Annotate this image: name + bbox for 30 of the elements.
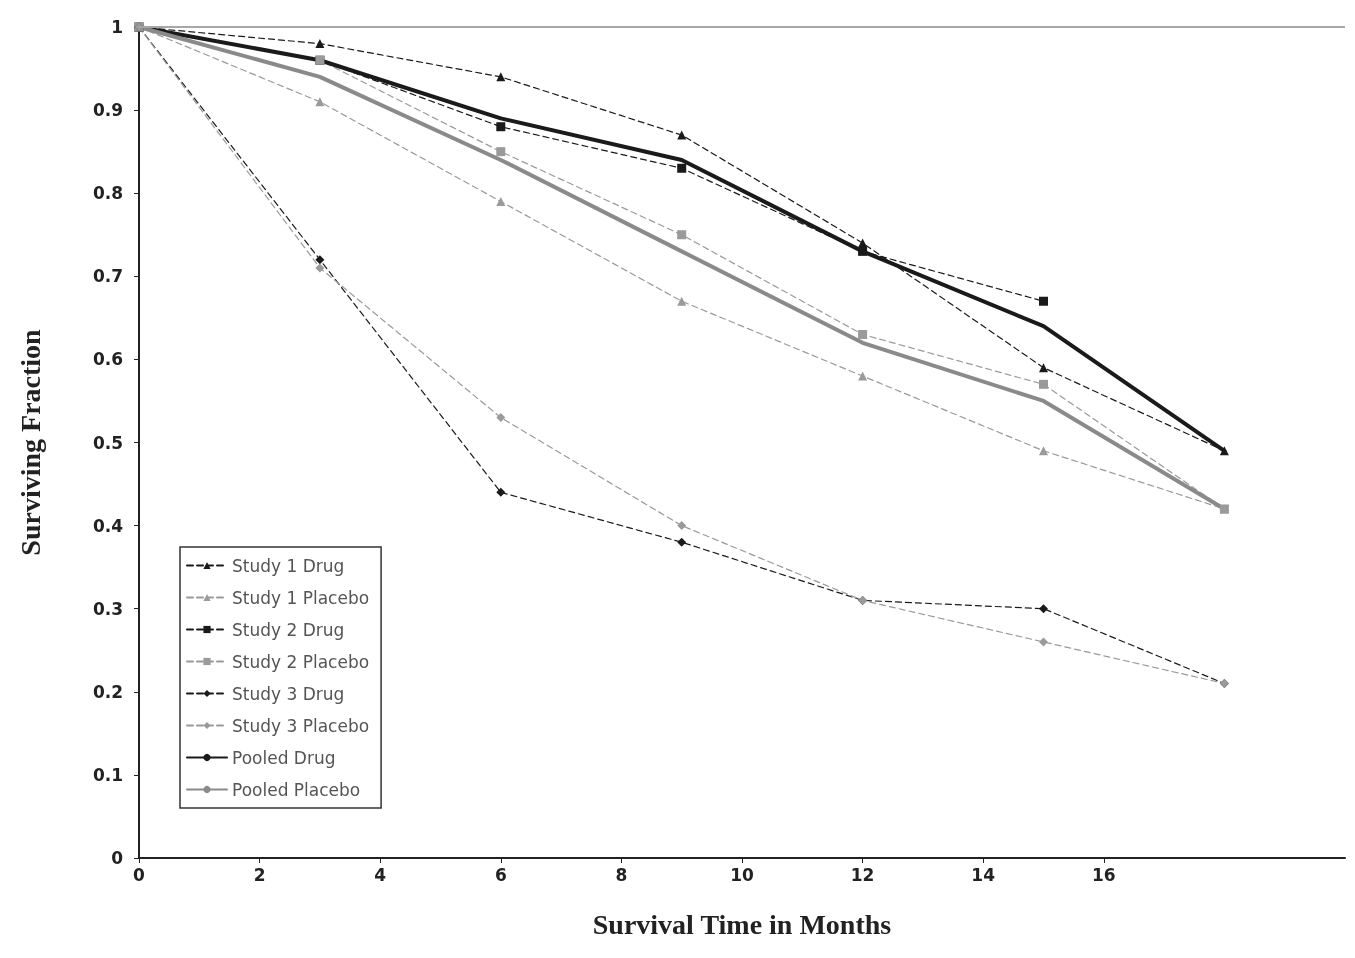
x-tick-label: 14 (971, 864, 996, 885)
y-tick-label: 1 (111, 17, 123, 37)
x-tick-label: 8 (615, 864, 628, 885)
y-tick-label: 0.6 (92, 349, 123, 370)
x-tick-label: 2 (253, 864, 266, 885)
y-tick-label: 0.7 (92, 266, 123, 287)
y-axis-title: Surviving Fraction (14, 328, 46, 556)
x-tick-label: 12 (850, 864, 875, 885)
y-tick-label: 0.2 (92, 681, 123, 702)
y-tick-label: 0.4 (92, 515, 124, 536)
x-tick-label: 0 (133, 864, 146, 885)
legend-label: Study 3 Drug (232, 683, 345, 704)
legend-label: Study 1 Drug (232, 555, 345, 576)
x-tick-label: 10 (730, 864, 754, 885)
y-tick-label: 0.3 (92, 598, 123, 619)
x-tick-label: 4 (374, 864, 387, 885)
y-tick-label: 0 (111, 848, 124, 868)
y-tick-label: 0.1 (92, 764, 123, 785)
y-tick-label: 0.9 (92, 100, 123, 121)
x-tick-label: 6 (494, 864, 507, 885)
y-tick-label: 0.5 (92, 432, 123, 453)
x-tick-label: 16 (1091, 864, 1116, 885)
legend-label: Study 1 Placebo (232, 587, 370, 608)
legend-label: Pooled Drug (232, 747, 336, 768)
y-tick-label: 0.8 (92, 183, 123, 204)
legend-label: Study 3 Placebo (232, 715, 370, 736)
legend-label: Study 2 Drug (232, 619, 345, 640)
legend-label: Study 2 Placebo (232, 651, 370, 672)
x-axis-title: Survival Time in Months (592, 908, 892, 940)
legend-label: Pooled Placebo (232, 779, 361, 800)
